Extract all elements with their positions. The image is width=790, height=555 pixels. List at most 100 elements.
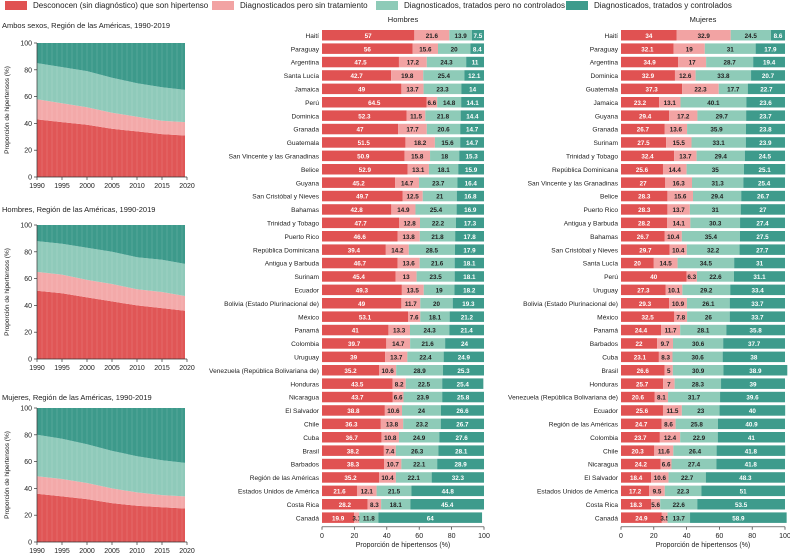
bar-segment bbox=[672, 351, 723, 363]
bar-segment bbox=[664, 365, 673, 376]
data-label: 17.9 bbox=[764, 46, 777, 53]
data-label: 22.5 bbox=[418, 381, 431, 388]
bar-segment bbox=[379, 472, 396, 483]
data-label: 13.7 bbox=[406, 87, 419, 94]
data-label: 32.9 bbox=[698, 33, 711, 40]
bar-segment bbox=[386, 338, 411, 349]
y-tick-label: 20 bbox=[24, 148, 32, 155]
bar-segment bbox=[674, 378, 722, 389]
bar-segment bbox=[716, 445, 786, 456]
bar-segment bbox=[416, 271, 455, 282]
bar-segment bbox=[455, 217, 484, 229]
data-label: 28.3 bbox=[692, 381, 705, 388]
bar-segment bbox=[667, 204, 690, 215]
data-label: 18.2 bbox=[463, 288, 476, 295]
bar-segment bbox=[322, 298, 402, 309]
data-label: 5.6 bbox=[651, 502, 660, 509]
category-label: San Vincente y las Granadinas bbox=[229, 154, 320, 161]
data-label: 26 bbox=[705, 314, 713, 321]
bar-segment bbox=[662, 164, 687, 175]
data-label: 28.5 bbox=[426, 247, 439, 254]
bar-segment bbox=[392, 378, 406, 389]
bar-segment bbox=[621, 190, 668, 202]
y-tick-label: 60 bbox=[24, 276, 32, 283]
data-label: 18.4 bbox=[630, 475, 643, 482]
bar-segment bbox=[726, 324, 785, 336]
x-tick-label: 2000 bbox=[79, 365, 95, 372]
data-label: 14.2 bbox=[391, 247, 404, 254]
data-label: 18 bbox=[441, 154, 449, 161]
category-label: Guyana bbox=[595, 113, 618, 120]
x-tick-label: 20 bbox=[351, 533, 359, 540]
bar-segment bbox=[407, 164, 429, 175]
data-label: 28.1 bbox=[697, 328, 710, 335]
bar-segment bbox=[664, 231, 682, 242]
data-label: 25.6 bbox=[636, 408, 649, 415]
data-label: 13.7 bbox=[679, 154, 692, 161]
x-tick-label: 1995 bbox=[54, 365, 70, 372]
category-label: Trinidad y Tobago bbox=[267, 221, 319, 228]
x-tick-label: 40 bbox=[683, 533, 691, 540]
bar-segment bbox=[673, 43, 705, 54]
bar-segment bbox=[747, 83, 785, 95]
bar-segment bbox=[745, 123, 785, 135]
data-label: 36.7 bbox=[346, 435, 359, 442]
chart-title: Mujeres bbox=[690, 15, 717, 24]
category-label: Barbados bbox=[291, 462, 320, 469]
data-label: 33.8 bbox=[717, 73, 730, 80]
bar-segment bbox=[621, 83, 683, 95]
bar-segment bbox=[686, 164, 744, 175]
bar-segment bbox=[405, 137, 435, 148]
x-tick-label: 2010 bbox=[129, 183, 145, 190]
data-label: 32.9 bbox=[642, 73, 655, 80]
data-label: 10.6 bbox=[381, 368, 394, 375]
data-label: 29.4 bbox=[639, 113, 652, 120]
data-label: 11 bbox=[472, 60, 479, 67]
data-label: 17.7 bbox=[727, 87, 740, 94]
bar-segment bbox=[378, 512, 483, 523]
bar-segment bbox=[740, 217, 785, 229]
category-label: México bbox=[597, 314, 618, 321]
legend-label: Diagnosticados, tratados y controlados bbox=[594, 1, 732, 10]
bar-segment bbox=[410, 499, 484, 510]
data-label: 8.6 bbox=[664, 422, 673, 429]
data-label: 58.9 bbox=[732, 515, 745, 522]
data-label: 10.4 bbox=[672, 247, 685, 254]
data-label: 22.6 bbox=[673, 502, 686, 509]
bar-segment bbox=[706, 56, 754, 68]
category-label: Argentina bbox=[291, 60, 320, 67]
data-label: 11.5 bbox=[666, 408, 678, 415]
bar-segment bbox=[621, 324, 662, 336]
x-tick-label: 20 bbox=[650, 533, 658, 540]
data-label: 13.3 bbox=[393, 328, 406, 335]
data-label: 23.6 bbox=[760, 100, 773, 107]
area-chart-men: Hombres, Región de las Américas, 1990-20… bbox=[2, 205, 195, 372]
data-label: 23.9 bbox=[417, 395, 430, 402]
data-label: 38.8 bbox=[347, 408, 360, 415]
bar-segment bbox=[651, 499, 661, 510]
category-label: Belice bbox=[600, 194, 618, 201]
data-label: 20.6 bbox=[632, 395, 645, 402]
category-label: Costa Rica bbox=[287, 502, 320, 509]
data-label: 29.2 bbox=[700, 288, 713, 295]
y-tick-label: 80 bbox=[24, 249, 32, 256]
bar-segment bbox=[322, 351, 386, 363]
data-label: 37.3 bbox=[645, 87, 658, 94]
bar-segment bbox=[621, 405, 663, 416]
data-label: 24.9 bbox=[413, 435, 426, 442]
data-label: 46.6 bbox=[354, 234, 367, 241]
bar-segment bbox=[661, 324, 681, 336]
bar-segment bbox=[669, 298, 687, 309]
category-label: Venezuela (República Bolivariana de) bbox=[209, 368, 319, 375]
bar-segment bbox=[322, 217, 400, 229]
bar-segment bbox=[716, 458, 785, 470]
category-label: El Salvador bbox=[285, 408, 320, 415]
category-label: Dominica bbox=[591, 73, 619, 80]
bar-segment bbox=[431, 472, 484, 483]
bar-segment bbox=[322, 391, 393, 403]
data-label: 25.4 bbox=[758, 180, 771, 187]
data-label: 23.2 bbox=[634, 100, 647, 107]
data-label: 19.3 bbox=[462, 301, 475, 308]
bar-segment bbox=[730, 284, 785, 296]
data-label: 7.5 bbox=[474, 33, 483, 40]
